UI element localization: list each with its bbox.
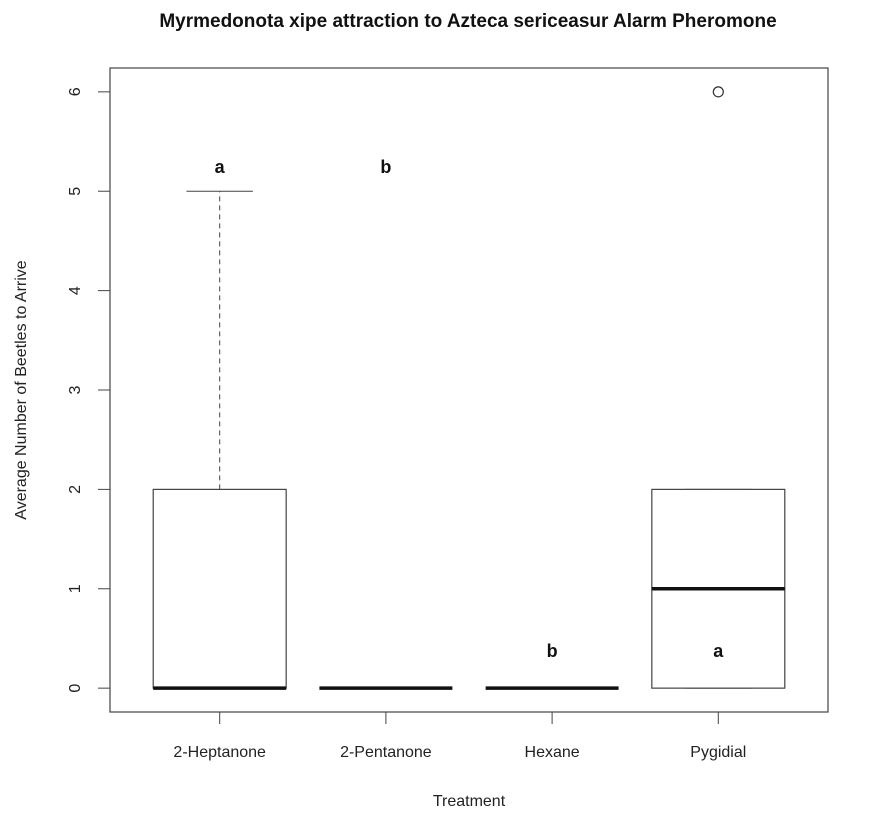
box (152, 488, 287, 689)
annotation: b (547, 641, 558, 661)
annotation: a (215, 157, 226, 177)
y-tick-label: 6 (67, 87, 84, 96)
y-tick-label: 3 (67, 385, 84, 394)
annotation: b (380, 157, 391, 177)
x-axis-label: Treatment (433, 793, 506, 810)
y-axis-label: Average Number of Beetles to Arrive (13, 260, 30, 519)
y-tick-label: 4 (67, 286, 84, 295)
y-tick-label: 0 (67, 684, 84, 693)
annotation: a (713, 641, 724, 661)
chart-title: Myrmedonota xipe attraction to Azteca se… (159, 11, 776, 32)
y-tick-label: 1 (67, 584, 84, 593)
y-tick-label: 2 (67, 485, 84, 494)
outlier (712, 86, 724, 98)
x-tick-label: Hexane (525, 744, 580, 761)
x-tick-label: Pygidial (690, 744, 746, 761)
x-tick-label: 2-Heptanone (173, 744, 266, 761)
y-tick-label: 5 (67, 187, 84, 196)
x-tick-label: 2-Pentanone (340, 744, 432, 761)
